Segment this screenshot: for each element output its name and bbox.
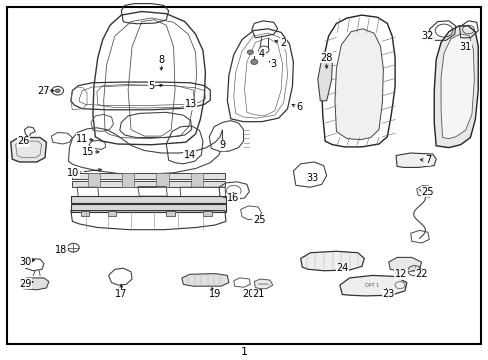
Text: 13: 13: [184, 99, 197, 109]
Polygon shape: [203, 211, 211, 216]
Text: 28: 28: [320, 53, 332, 63]
Circle shape: [55, 89, 60, 93]
Text: 11: 11: [76, 134, 88, 144]
Text: 10: 10: [67, 168, 80, 178]
Text: 25: 25: [252, 215, 265, 225]
Polygon shape: [122, 173, 134, 187]
Text: 25: 25: [421, 186, 433, 197]
Text: 7: 7: [424, 155, 430, 165]
Polygon shape: [339, 275, 406, 296]
Circle shape: [247, 50, 253, 54]
Polygon shape: [156, 173, 168, 187]
Text: 17: 17: [115, 289, 127, 300]
Polygon shape: [81, 211, 89, 216]
Polygon shape: [88, 173, 100, 187]
Text: 14: 14: [183, 150, 196, 160]
Text: 26: 26: [17, 136, 30, 146]
Text: 23: 23: [381, 289, 394, 300]
Polygon shape: [107, 211, 116, 216]
Text: 8: 8: [158, 55, 164, 66]
Polygon shape: [182, 274, 228, 286]
Text: 29: 29: [19, 279, 32, 289]
Text: 20: 20: [242, 289, 254, 300]
Text: 12: 12: [394, 269, 407, 279]
Text: 18: 18: [55, 245, 67, 255]
Circle shape: [250, 59, 257, 64]
Text: 5: 5: [148, 81, 154, 91]
Text: 4: 4: [259, 49, 264, 59]
Polygon shape: [11, 138, 46, 162]
Polygon shape: [190, 173, 203, 187]
Polygon shape: [317, 55, 332, 101]
Text: 22: 22: [414, 269, 427, 279]
Polygon shape: [395, 153, 435, 167]
Polygon shape: [440, 34, 473, 139]
Polygon shape: [300, 251, 364, 271]
Text: 31: 31: [458, 42, 471, 52]
Text: 6: 6: [296, 102, 302, 112]
Text: 27: 27: [37, 86, 49, 96]
Text: 30: 30: [19, 257, 32, 267]
Polygon shape: [71, 196, 225, 203]
Polygon shape: [72, 181, 224, 187]
Polygon shape: [20, 278, 49, 290]
Polygon shape: [388, 257, 421, 272]
Text: 33: 33: [305, 173, 318, 183]
Text: 16: 16: [226, 193, 239, 203]
Text: OPT 1: OPT 1: [365, 283, 379, 288]
Polygon shape: [254, 279, 272, 289]
Polygon shape: [71, 204, 225, 212]
Text: 24: 24: [335, 263, 348, 273]
Text: 9: 9: [219, 140, 225, 150]
Polygon shape: [433, 26, 477, 148]
Polygon shape: [72, 173, 224, 179]
Text: 15: 15: [81, 147, 94, 157]
Text: 2: 2: [280, 38, 286, 48]
Polygon shape: [334, 29, 383, 140]
Text: 3: 3: [270, 59, 276, 69]
Text: 1: 1: [240, 347, 247, 357]
Text: 32: 32: [421, 31, 433, 41]
Polygon shape: [166, 211, 175, 216]
Text: 21: 21: [251, 289, 264, 300]
Text: 19: 19: [208, 289, 221, 300]
